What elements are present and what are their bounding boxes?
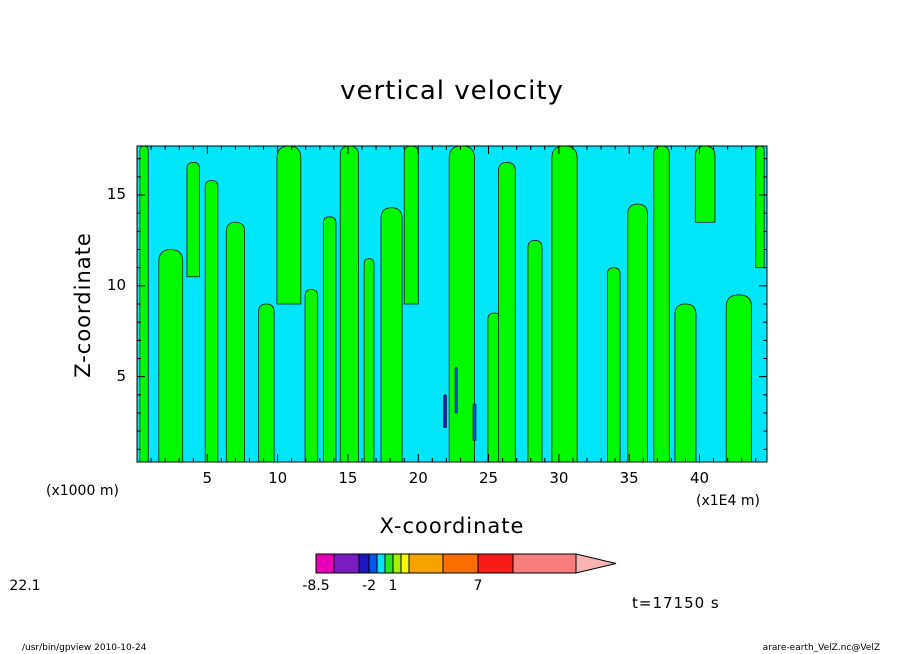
colorbar-segment: [376, 553, 386, 574]
colorbar-segment: [358, 553, 370, 574]
contour-region: [448, 145, 475, 463]
contour-region: [339, 145, 359, 463]
colorbar-extension: [575, 553, 617, 574]
colorbar-segment: [392, 553, 402, 574]
contour-region: [627, 203, 648, 463]
colorbar-segment: [512, 553, 577, 574]
contour-region: [403, 145, 419, 305]
x-tick-label: 10: [268, 469, 288, 487]
footer-right: arare-earth_VelZ.nc@VelZ: [762, 643, 880, 653]
axis-ticks: [137, 146, 767, 462]
contour-region: [527, 240, 543, 463]
y-tick-label: 10: [106, 275, 126, 294]
time-label: t=17150 s: [632, 594, 720, 612]
contour-region: [225, 221, 245, 463]
contour-field: [137, 145, 767, 463]
contour-region: [755, 145, 765, 269]
contour-region: [454, 367, 458, 414]
contour-region: [606, 267, 621, 463]
contour-region: [498, 161, 516, 463]
colorbar-segment: [384, 553, 394, 574]
colorbar-segment: [442, 553, 479, 574]
chart-title: vertical velocity: [340, 76, 564, 106]
x-tick-label: 30: [549, 469, 569, 487]
x-axis-label: X-coordinate: [379, 514, 525, 538]
contour-region: [139, 145, 149, 463]
contour-region: [304, 289, 319, 463]
colorbar-label: 1: [388, 578, 398, 594]
y-tick-label: 5: [116, 366, 126, 385]
contour-region: [186, 161, 200, 278]
y-tick-label: 15: [106, 185, 126, 204]
contour-region: [443, 394, 447, 428]
colorbar-segment: [315, 553, 335, 574]
contour-region: [551, 145, 578, 463]
contour-region: [276, 145, 302, 305]
contour-region: [674, 303, 697, 463]
y-axis-label: Z-coordinate: [71, 232, 95, 378]
x-tick-label: 25: [479, 469, 499, 487]
x-tick-label: 40: [689, 469, 710, 487]
colorbar-label: 22.1: [9, 578, 41, 594]
contour-region: [380, 207, 403, 463]
x-tick-label: 20: [408, 469, 428, 487]
colorbar-label: 7: [473, 578, 483, 594]
contour-region: [322, 216, 337, 463]
contour-region: [158, 249, 184, 463]
contour-region: [653, 145, 670, 463]
footer-left: /usr/bin/gpview 2010-10-24: [22, 643, 147, 653]
colorbar-segment: [477, 553, 514, 574]
contour-region: [472, 403, 477, 441]
colorbar-segment: [368, 553, 378, 574]
contour-region: [725, 294, 752, 463]
colorbar-segment: [408, 553, 444, 574]
colorbar-segment: [400, 553, 410, 574]
contour-region: [204, 180, 219, 463]
colorbar-label: -2: [362, 578, 376, 594]
x-tick-label: 5: [202, 469, 213, 487]
x-tick-label: 15: [338, 469, 358, 487]
x-scale-note: (x1E4 m): [696, 493, 760, 509]
x-unit-label: (x1000 m): [46, 483, 119, 499]
colorbar-segment: [333, 553, 360, 574]
x-tick-label: 35: [619, 469, 639, 487]
colorbar: [315, 553, 617, 574]
contour-region: [258, 303, 275, 463]
contour-region: [363, 258, 375, 463]
contour-region: [694, 145, 716, 223]
colorbar-label: -8.5: [302, 578, 330, 594]
